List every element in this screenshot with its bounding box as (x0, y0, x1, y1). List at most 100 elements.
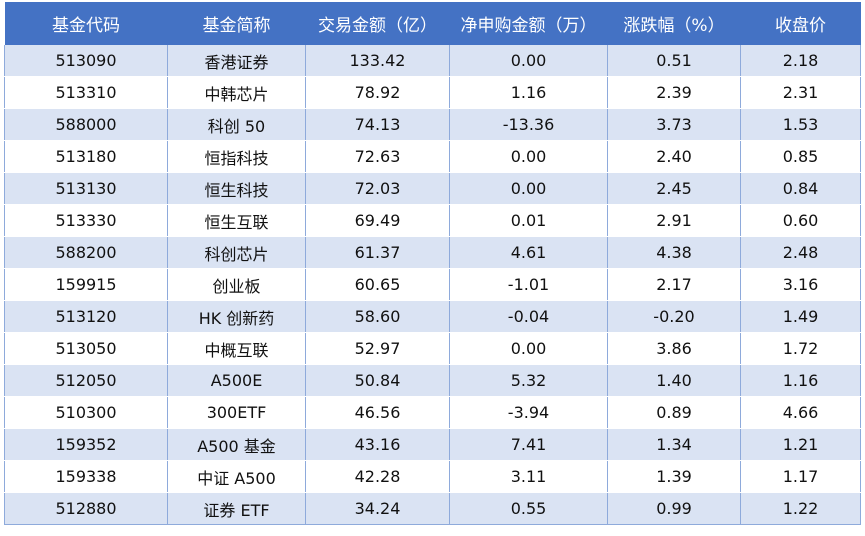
cell-net-subscription: -0.04 (449, 300, 608, 333)
cell-net-subscription: -3.94 (449, 396, 608, 429)
cell-change-pct: 0.89 (607, 396, 741, 429)
cell-net-subscription: 0.00 (449, 332, 608, 365)
cell-fund-name: 恒生科技 (167, 172, 306, 205)
cell-fund-name: 恒指科技 (167, 140, 306, 173)
cell-close-price: 1.53 (740, 108, 861, 141)
table-row: 512050 A500E 50.84 5.32 1.40 1.16 (4, 364, 861, 397)
cell-net-subscription: 0.55 (449, 492, 608, 525)
header-close-price: 收盘价 (740, 2, 861, 45)
table-row: 510300 300ETF 46.56 -3.94 0.89 4.66 (4, 396, 861, 429)
table-row: 513330 恒生互联 69.49 0.01 2.91 0.60 (4, 204, 861, 237)
cell-turnover: 58.60 (305, 300, 450, 333)
table-row: 513050 中概互联 52.97 0.00 3.86 1.72 (4, 332, 861, 365)
cell-turnover: 72.03 (305, 172, 450, 205)
cell-fund-name: 香港证券 (167, 45, 306, 77)
cell-close-price: 1.22 (740, 492, 861, 525)
cell-turnover: 74.13 (305, 108, 450, 141)
cell-net-subscription: 0.00 (449, 140, 608, 173)
cell-fund-code: 159915 (4, 268, 168, 301)
header-turnover: 交易金额（亿） (305, 2, 450, 45)
cell-net-subscription: 4.61 (449, 236, 608, 269)
cell-fund-code: 588000 (4, 108, 168, 141)
cell-fund-code: 513120 (4, 300, 168, 333)
table-row: 513090 香港证券 133.42 0.00 0.51 2.18 (4, 45, 861, 77)
cell-change-pct: 2.45 (607, 172, 741, 205)
cell-net-subscription: 5.32 (449, 364, 608, 397)
cell-fund-code: 510300 (4, 396, 168, 429)
cell-net-subscription: 0.00 (449, 45, 608, 77)
cell-fund-code: 513130 (4, 172, 168, 205)
table-row: 159338 中证 A500 42.28 3.11 1.39 1.17 (4, 460, 861, 493)
cell-turnover: 72.63 (305, 140, 450, 173)
cell-fund-code: 513330 (4, 204, 168, 237)
cell-change-pct: 2.39 (607, 76, 741, 109)
table-row: 512880 证券 ETF 34.24 0.55 0.99 1.22 (4, 492, 861, 525)
cell-turnover: 50.84 (305, 364, 450, 397)
cell-fund-name: 恒生互联 (167, 204, 306, 237)
cell-net-subscription: 0.01 (449, 204, 608, 237)
table-row: 513130 恒生科技 72.03 0.00 2.45 0.84 (4, 172, 861, 205)
cell-fund-name: A500E (167, 364, 306, 397)
cell-fund-code: 512880 (4, 492, 168, 525)
cell-close-price: 0.84 (740, 172, 861, 205)
table-row: 159915 创业板 60.65 -1.01 2.17 3.16 (4, 268, 861, 301)
cell-close-price: 1.21 (740, 428, 861, 461)
cell-fund-code: 513090 (4, 45, 168, 77)
cell-fund-name: 创业板 (167, 268, 306, 301)
cell-change-pct: 0.51 (607, 45, 741, 77)
cell-fund-code: 159352 (4, 428, 168, 461)
cell-turnover: 52.97 (305, 332, 450, 365)
cell-fund-name: A500 基金 (167, 428, 306, 461)
cell-change-pct: 2.17 (607, 268, 741, 301)
cell-change-pct: 1.34 (607, 428, 741, 461)
table-row: 159352 A500 基金 43.16 7.41 1.34 1.21 (4, 428, 861, 461)
header-fund-name: 基金简称 (167, 2, 306, 45)
cell-change-pct: -0.20 (607, 300, 741, 333)
cell-close-price: 2.48 (740, 236, 861, 269)
table-row: 513180 恒指科技 72.63 0.00 2.40 0.85 (4, 140, 861, 173)
header-change-pct: 涨跌幅（%） (607, 2, 741, 45)
cell-fund-name: 证券 ETF (167, 492, 306, 525)
table-row: 588200 科创芯片 61.37 4.61 4.38 2.48 (4, 236, 861, 269)
header-fund-code: 基金代码 (4, 2, 168, 45)
table-row: 588000 科创 50 74.13 -13.36 3.73 1.53 (4, 108, 861, 141)
cell-turnover: 60.65 (305, 268, 450, 301)
etf-trading-table: 基金代码 基金简称 交易金额（亿） 净申购金额（万） 涨跌幅（%） 收盘价 51… (4, 2, 861, 525)
cell-change-pct: 3.73 (607, 108, 741, 141)
table-row: 513120 HK 创新药 58.60 -0.04 -0.20 1.49 (4, 300, 861, 333)
cell-fund-name: 中韩芯片 (167, 76, 306, 109)
cell-turnover: 43.16 (305, 428, 450, 461)
cell-fund-name: 300ETF (167, 396, 306, 429)
cell-change-pct: 0.99 (607, 492, 741, 525)
cell-close-price: 1.16 (740, 364, 861, 397)
cell-change-pct: 4.38 (607, 236, 741, 269)
cell-net-subscription: -1.01 (449, 268, 608, 301)
cell-change-pct: 1.40 (607, 364, 741, 397)
header-net-subscription: 净申购金额（万） (449, 2, 608, 45)
cell-net-subscription: 3.11 (449, 460, 608, 493)
cell-turnover: 133.42 (305, 45, 450, 77)
header-row: 基金代码 基金简称 交易金额（亿） 净申购金额（万） 涨跌幅（%） 收盘价 (4, 2, 861, 45)
cell-change-pct: 2.40 (607, 140, 741, 173)
cell-fund-name: 科创芯片 (167, 236, 306, 269)
cell-close-price: 3.16 (740, 268, 861, 301)
cell-net-subscription: 7.41 (449, 428, 608, 461)
cell-fund-name: 科创 50 (167, 108, 306, 141)
cell-close-price: 0.60 (740, 204, 861, 237)
cell-turnover: 69.49 (305, 204, 450, 237)
cell-turnover: 42.28 (305, 460, 450, 493)
cell-fund-code: 159338 (4, 460, 168, 493)
cell-change-pct: 3.86 (607, 332, 741, 365)
cell-close-price: 1.49 (740, 300, 861, 333)
cell-net-subscription: -13.36 (449, 108, 608, 141)
cell-close-price: 0.85 (740, 140, 861, 173)
cell-change-pct: 1.39 (607, 460, 741, 493)
cell-fund-name: 中证 A500 (167, 460, 306, 493)
cell-close-price: 1.72 (740, 332, 861, 365)
cell-turnover: 78.92 (305, 76, 450, 109)
cell-fund-code: 588200 (4, 236, 168, 269)
cell-turnover: 61.37 (305, 236, 450, 269)
cell-close-price: 4.66 (740, 396, 861, 429)
cell-fund-name: 中概互联 (167, 332, 306, 365)
cell-turnover: 34.24 (305, 492, 450, 525)
